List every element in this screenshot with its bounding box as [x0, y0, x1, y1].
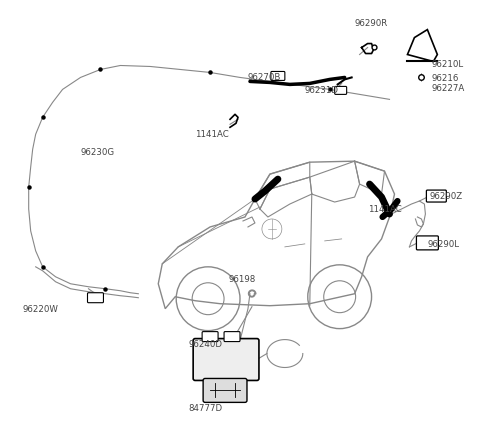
Text: 84777D: 84777D — [188, 403, 222, 412]
FancyBboxPatch shape — [426, 190, 446, 202]
FancyBboxPatch shape — [271, 72, 285, 81]
Text: 96198: 96198 — [228, 274, 255, 283]
Text: 1141AC: 1141AC — [195, 130, 229, 139]
FancyBboxPatch shape — [87, 293, 104, 303]
FancyBboxPatch shape — [417, 236, 438, 250]
Text: 96290R: 96290R — [355, 19, 388, 28]
Text: 96230G: 96230G — [81, 148, 115, 157]
Polygon shape — [408, 31, 437, 62]
Text: 1141AC: 1141AC — [368, 204, 401, 213]
FancyBboxPatch shape — [335, 87, 347, 95]
Text: 96290L: 96290L — [427, 239, 459, 248]
Text: 96216: 96216 — [432, 74, 459, 83]
Text: 96210L: 96210L — [432, 60, 464, 69]
FancyBboxPatch shape — [203, 379, 247, 403]
Text: 96240D: 96240D — [188, 339, 222, 348]
Text: 96220W: 96220W — [23, 304, 59, 313]
Text: 96270B: 96270B — [248, 73, 281, 82]
Text: 96290Z: 96290Z — [430, 192, 463, 201]
FancyBboxPatch shape — [202, 332, 218, 342]
FancyBboxPatch shape — [224, 332, 240, 342]
Text: 96231D: 96231D — [305, 86, 339, 95]
Text: 96227A: 96227A — [432, 84, 465, 93]
FancyBboxPatch shape — [193, 339, 259, 380]
